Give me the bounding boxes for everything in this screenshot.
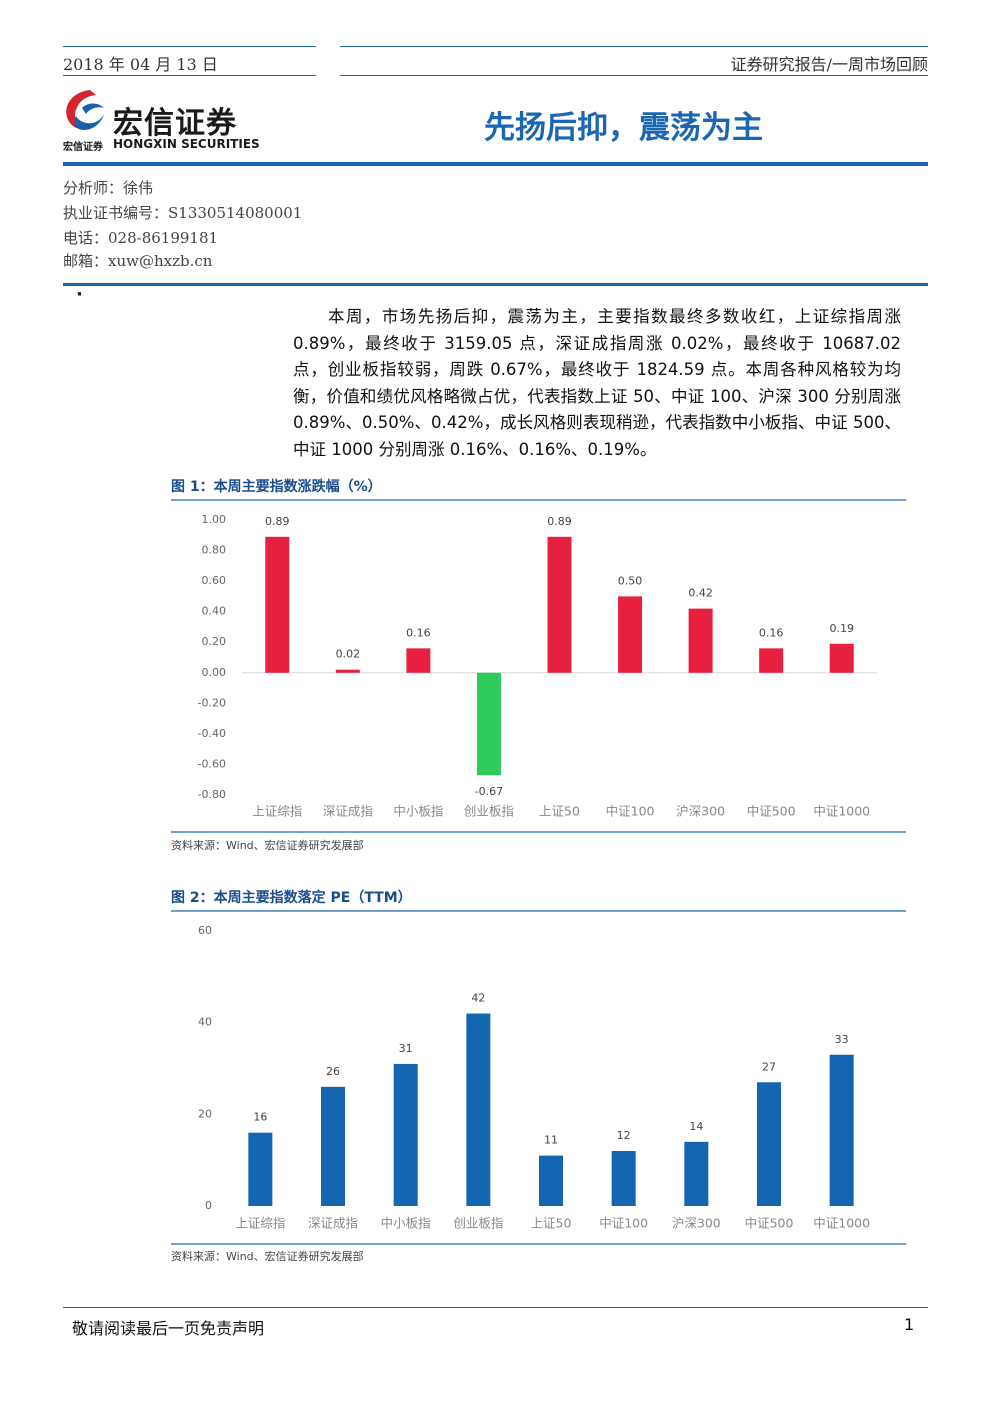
- x-tick-label: 创业板指: [453, 1216, 503, 1231]
- rule-thick: [63, 162, 928, 166]
- x-tick-label: 中证1000: [813, 804, 870, 819]
- date: 2018 年 04 月 13 日: [63, 55, 218, 74]
- bar: [393, 1063, 418, 1206]
- y-tick-label: 20: [198, 1107, 212, 1120]
- x-tick-label: 中证100: [599, 1216, 648, 1231]
- value-label: 0.89: [547, 515, 572, 528]
- value-label: 33: [835, 1033, 849, 1046]
- x-tick-label: 中证1000: [813, 1216, 870, 1231]
- logo-mark: [66, 90, 104, 130]
- y-tick-label: -0.80: [198, 788, 226, 801]
- report-title: 先扬后抑，震荡为主: [484, 110, 763, 146]
- x-tick-label: 深证成指: [308, 1216, 358, 1231]
- value-label: 31: [399, 1042, 413, 1055]
- bar: [757, 1082, 781, 1206]
- y-tick-label: -0.20: [198, 696, 226, 709]
- x-tick-label: 沪深300: [672, 1216, 721, 1231]
- source-note: 资料来源：Wind、宏信证券研究发展部: [171, 838, 364, 852]
- value-label: 12: [617, 1129, 631, 1142]
- bar: [265, 536, 290, 673]
- summary: 本周，市场先扬后抑，震荡为主，主要指数最终多数收红，上证综指周涨0.89%，最终…: [293, 307, 901, 459]
- y-tick-label: 0.00: [202, 666, 227, 679]
- y-tick-label: 60: [198, 924, 212, 937]
- bar: [829, 1054, 854, 1206]
- bar: [248, 1132, 273, 1206]
- rule: [340, 46, 928, 47]
- x-tick-label: 上证50: [531, 1216, 572, 1231]
- x-tick-label: 上证50: [539, 804, 580, 819]
- value-label: 16: [253, 1111, 267, 1124]
- value-label: 26: [326, 1065, 340, 1078]
- value-label: 0.42: [688, 587, 713, 600]
- value-label: 0.50: [618, 574, 643, 587]
- value-label: 0.89: [265, 515, 290, 528]
- value-label: 14: [689, 1120, 703, 1133]
- bar: [406, 648, 431, 673]
- value-label: 11: [544, 1134, 558, 1147]
- rule: [63, 1307, 928, 1308]
- y-tick-label: 0.60: [202, 574, 227, 587]
- bar: [684, 1141, 709, 1206]
- x-tick-label: 中小板指: [393, 804, 443, 819]
- x-tick-label: 上证综指: [235, 1216, 285, 1231]
- value-label: 0.02: [336, 648, 361, 661]
- bar: [688, 608, 713, 673]
- value-label: 0.19: [829, 622, 854, 635]
- footer-notice: 敬请阅读最后一页免责声明: [72, 1319, 265, 1338]
- logo-text: 宏信证券: [113, 106, 237, 141]
- y-tick-label: 0.40: [202, 605, 227, 618]
- bar: [547, 536, 572, 673]
- figure-title: 图 2：本周主要指数落定 PE（TTM）: [171, 889, 412, 906]
- rule: [63, 283, 928, 286]
- rule: [63, 75, 316, 76]
- analyst-line: 邮箱：xuw@hxzb.cn: [63, 252, 213, 270]
- x-tick-label: 沪深300: [676, 804, 725, 819]
- rule: [340, 75, 928, 76]
- bar: [335, 669, 360, 673]
- y-tick-label: 0.20: [202, 635, 227, 648]
- bar: [829, 643, 854, 673]
- bar: [466, 1013, 491, 1206]
- x-tick-label: 上证综指: [252, 804, 302, 819]
- y-tick-label: -0.60: [198, 757, 226, 770]
- bar: [759, 648, 784, 673]
- bar: [611, 1151, 636, 1206]
- y-tick-label: -0.40: [198, 727, 226, 740]
- figure-title: 图 1：本周主要指数涨跌幅（%）: [171, 478, 382, 495]
- value-label: 0.16: [406, 626, 431, 639]
- analyst-line: 电话：028-86199181: [63, 229, 219, 247]
- y-tick-label: 0.80: [202, 544, 227, 557]
- bar: [476, 672, 501, 776]
- report-type: 证券研究报告/一周市场回顾: [730, 55, 928, 74]
- x-tick-label: 中证100: [606, 804, 655, 819]
- bar: [539, 1155, 563, 1206]
- value-label: -0.67: [475, 785, 503, 798]
- analyst-line: 分析师：徐伟: [63, 179, 154, 197]
- value-label: 0.16: [759, 626, 784, 639]
- source-note: 资料来源：Wind、宏信证券研究发展部: [171, 1249, 364, 1263]
- bar: [321, 1086, 345, 1206]
- x-tick-label: 中证500: [745, 1216, 794, 1231]
- page-number: 1: [904, 1315, 915, 1334]
- x-tick-label: 中小板指: [381, 1216, 431, 1231]
- bar: [618, 596, 643, 673]
- rule: [63, 46, 316, 47]
- x-tick-label: 中证500: [747, 804, 796, 819]
- x-tick-label: 深证成指: [323, 804, 373, 819]
- analyst-line: 执业证书编号：S1330514080001: [63, 204, 303, 222]
- x-tick-label: 创业板指: [464, 804, 514, 819]
- y-tick-label: 1.00: [202, 513, 227, 526]
- logo-small: 宏信证券: [63, 142, 103, 153]
- value-label: 42: [471, 992, 485, 1005]
- y-tick-label: 0: [205, 1199, 212, 1212]
- value-label: 27: [762, 1060, 776, 1073]
- y-tick-label: 40: [198, 1016, 212, 1029]
- logo-en: HONGXIN SECURITIES: [113, 137, 260, 151]
- bullet: ·: [76, 284, 83, 305]
